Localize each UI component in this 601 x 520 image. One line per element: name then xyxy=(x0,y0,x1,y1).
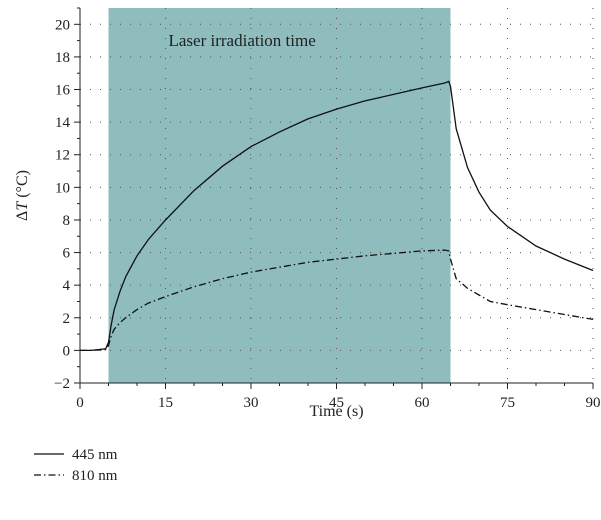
x-ticks: 0 15 30 45 60 75 90 xyxy=(76,383,601,411)
y-tick-label: 4 xyxy=(63,278,71,294)
y-axis-label-delta: Δ xyxy=(14,211,31,221)
y-axis-label: ΔT (°C) xyxy=(14,170,31,221)
y-axis-label-unit: (°C) xyxy=(14,170,31,202)
y-tick-label: 8 xyxy=(63,213,71,229)
x-axis-label: Time (s) xyxy=(309,403,363,420)
series-lines xyxy=(80,80,594,352)
y-tick-label: 2 xyxy=(63,311,71,327)
x-tick-label: 0 xyxy=(76,395,84,411)
y-ticks: −2 0 2 4 6 8 10 12 14 16 18 20 xyxy=(54,7,80,392)
y-tick-label: 0 xyxy=(63,343,71,359)
series-line-810nm xyxy=(80,249,594,352)
laser-irradiation-region xyxy=(108,8,451,383)
x-tick-label: 60 xyxy=(415,395,430,411)
y-tick-label: 14 xyxy=(55,115,71,131)
x-tick-label: 15 xyxy=(158,395,173,411)
x-tick-label: 45 xyxy=(329,395,344,411)
y-tick-label: 10 xyxy=(55,180,70,196)
y-tick-label: 16 xyxy=(55,83,71,99)
shaded-region-annotation: Laser irradiation time xyxy=(169,31,316,50)
y-axis-label-symbol: T xyxy=(14,201,31,211)
series-line-445nm xyxy=(80,80,594,352)
legend-label: 445 nm xyxy=(72,447,118,463)
x-tick-label: 90 xyxy=(586,395,601,411)
x-tick-label: 30 xyxy=(244,395,259,411)
y-tick-label: 20 xyxy=(55,17,70,33)
y-tick-label: 12 xyxy=(55,148,70,164)
legend-label: 810 nm xyxy=(72,468,118,484)
y-tick-label: −2 xyxy=(54,376,70,392)
x-tick-label: 75 xyxy=(500,395,515,411)
y-tick-label: 6 xyxy=(63,246,71,262)
y-tick-label: 18 xyxy=(55,50,70,66)
legend: 445 nm 810 nm xyxy=(34,447,118,484)
